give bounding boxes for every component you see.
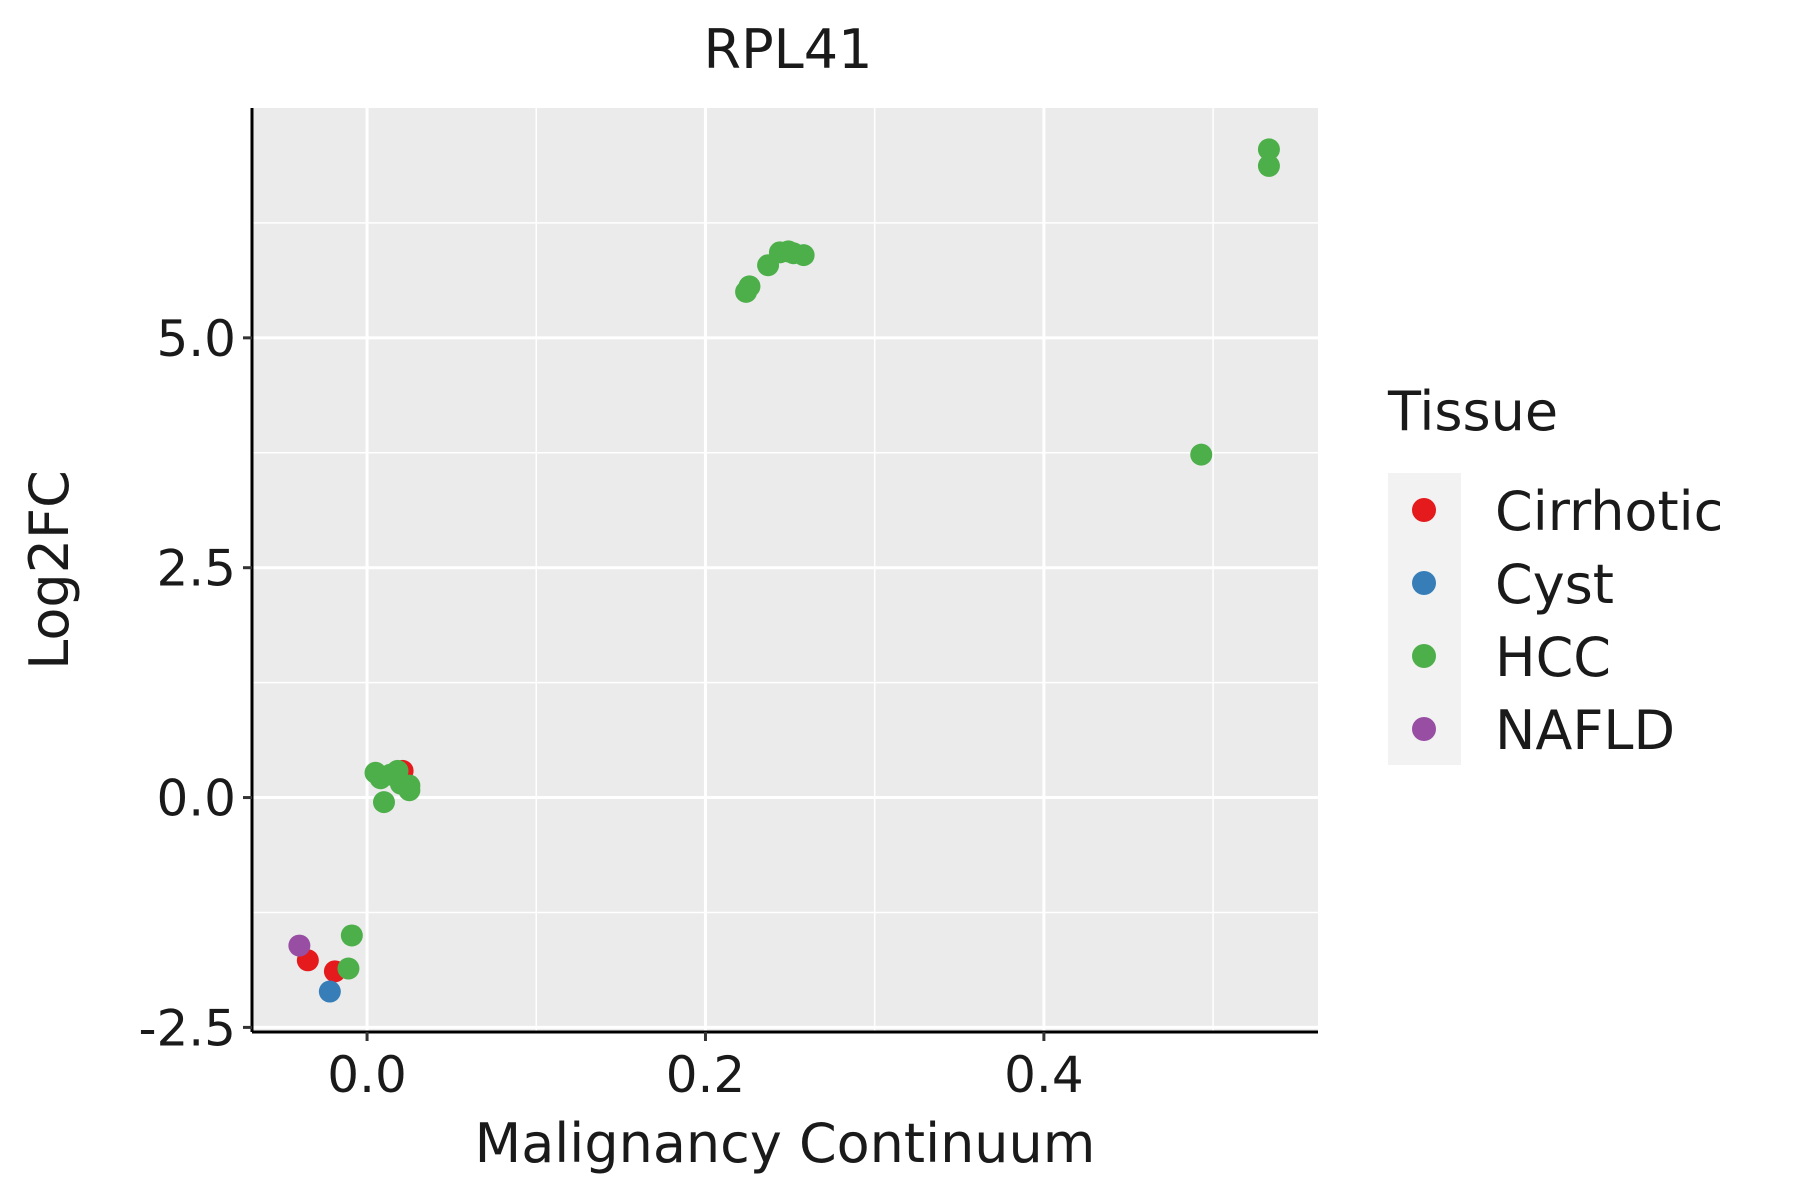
x-tick-label: 0.0 (327, 1046, 407, 1104)
y-tick-label: 5.0 (156, 310, 236, 368)
legend-label-cyst: Cyst (1495, 553, 1614, 616)
legend-key-nafld (1412, 717, 1436, 741)
legend-key-cyst (1412, 571, 1436, 595)
y-tick-label: 2.5 (156, 540, 236, 598)
data-point-hcc (1190, 443, 1213, 466)
data-point-hcc (398, 774, 421, 797)
data-point-hcc (1257, 154, 1280, 177)
data-point-cyst (318, 980, 341, 1003)
legend: Tissue Cirrhotic Cyst HCC NAFLD (1387, 380, 1723, 765)
x-axis-title: Malignancy Continuum (475, 1112, 1096, 1175)
legend-items: Cirrhotic Cyst HCC NAFLD (1412, 480, 1723, 762)
legend-key-hcc (1412, 644, 1436, 668)
y-axis-title: Log2FC (18, 470, 81, 670)
data-point-nafld (288, 934, 311, 957)
y-tick-label: -2.5 (138, 999, 236, 1057)
data-point-hcc (340, 924, 363, 947)
legend-label-cirrhotic: Cirrhotic (1495, 480, 1723, 543)
legend-key-cirrhotic (1412, 498, 1436, 522)
data-point-hcc (337, 957, 360, 980)
gridlines (252, 108, 1318, 1032)
data-point-hcc (372, 791, 395, 814)
data-point-hcc (792, 244, 815, 267)
legend-label-hcc: HCC (1495, 626, 1611, 689)
legend-label-nafld: NAFLD (1495, 699, 1675, 762)
x-axis-ticks: 0.0 0.2 0.4 (327, 1032, 1084, 1104)
y-tick-label: 0.0 (156, 770, 236, 828)
legend-title: Tissue (1387, 380, 1558, 443)
chart-title: RPL41 (704, 18, 873, 81)
data-point-hcc (1257, 138, 1280, 161)
scatter-points (288, 138, 1280, 1003)
x-tick-label: 0.4 (1004, 1046, 1084, 1104)
y-axis-ticks: -2.5 0.0 2.5 5.0 (138, 310, 252, 1057)
data-point-hcc (738, 275, 761, 298)
x-tick-label: 0.2 (666, 1046, 746, 1104)
